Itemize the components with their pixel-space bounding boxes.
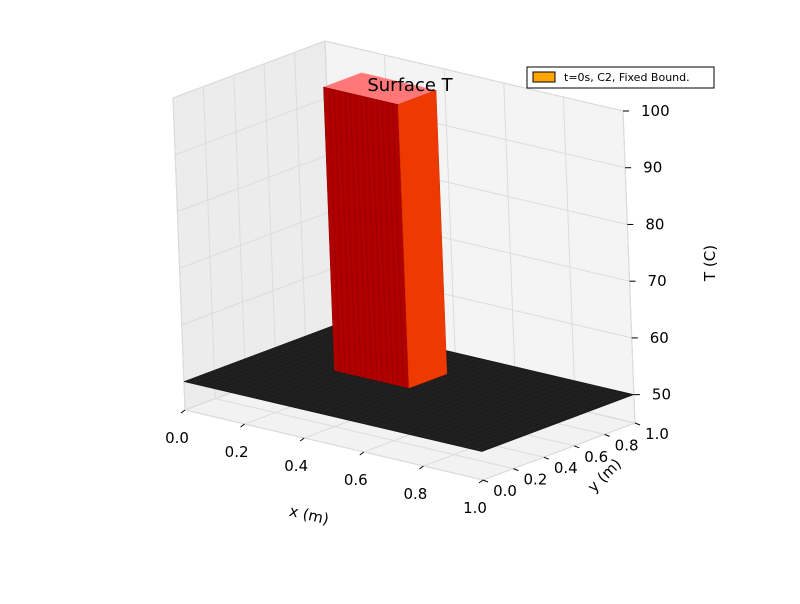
y-tick-label: 0.6: [584, 448, 608, 466]
y-tick: [604, 433, 610, 437]
grid-line-y: [202, 86, 514, 470]
y-tick: [574, 445, 580, 449]
mesh-line: [355, 364, 508, 423]
x-tick-label: 0.0: [165, 429, 189, 447]
x-tick: [299, 437, 305, 442]
surface-stripe: [387, 101, 399, 386]
mesh-line: [384, 371, 538, 430]
surface-stripe: [339, 90, 351, 375]
x-tick: [359, 451, 365, 456]
chart-title: Surface T: [367, 75, 453, 96]
z-tick-label: 70: [648, 272, 667, 290]
surface-stripe: [371, 98, 383, 382]
surface-stripe: [355, 94, 367, 379]
y-tick-label: 0.0: [493, 482, 517, 500]
mesh-line: [407, 376, 560, 435]
y-tick: [513, 468, 519, 472]
mesh-line: [414, 378, 567, 437]
surface-stripe: [333, 89, 346, 374]
peak-side-face: [397, 89, 448, 389]
mesh-line: [444, 385, 597, 444]
mesh-line: [466, 390, 620, 449]
z-tick-label: 100: [641, 102, 670, 120]
mesh-line: [370, 368, 523, 426]
legend-box: [526, 66, 715, 89]
legend: t=0s, C2, Fixed Bound.: [526, 66, 715, 89]
mesh-line: [399, 375, 553, 433]
x-tick-label: 0.2: [225, 443, 249, 461]
temperature-surface: [183, 72, 635, 452]
y-tick-label: 0.8: [615, 436, 639, 454]
mesh-line: [452, 387, 605, 445]
x-tick: [180, 409, 186, 414]
y-tick: [482, 479, 489, 483]
mesh-line: [437, 383, 590, 442]
x-tick: [419, 465, 424, 470]
mesh-line: [340, 361, 493, 419]
x-tick: [478, 479, 484, 484]
z-tick-label: 60: [650, 329, 669, 347]
mesh-line: [377, 369, 530, 428]
mesh-line: [459, 389, 612, 447]
mesh-line: [474, 392, 627, 451]
z-axis-label: T (C): [701, 245, 719, 282]
z-tick-label: 80: [645, 215, 664, 233]
surface-stripe: [360, 95, 372, 380]
y-tick: [543, 456, 549, 460]
mesh-line: [422, 380, 575, 438]
y-tick-label: 0.2: [523, 471, 547, 489]
grid-line-z: [172, 40, 624, 112]
x-tick-label: 0.4: [284, 457, 308, 475]
x-axis-label: x (m): [288, 502, 331, 529]
z-tick-label: 50: [652, 386, 671, 404]
mesh-line: [347, 362, 500, 421]
surface-stripe: [328, 88, 341, 372]
y-tick-label: 1.0: [645, 425, 669, 443]
surface-stripe: [376, 99, 388, 384]
x-tick-label: 1.0: [463, 499, 487, 517]
axis-ticks: 0.0 0.2 0.4 0.6 0.8 1.0 0.0 0.2 0.4 0.6 0.8 1.0 50 60…: [165, 102, 671, 517]
mesh-line: [392, 373, 545, 431]
legend-swatch: [532, 71, 556, 83]
surface-stripe: [365, 96, 378, 381]
x-tick-label: 0.6: [344, 471, 368, 489]
surface-stripe: [349, 93, 362, 377]
y-tick: [634, 422, 641, 426]
z-tick-label: 90: [643, 159, 662, 177]
y-tick-label: 0.4: [554, 459, 578, 477]
surface-stripe: [381, 100, 394, 385]
x-tick: [240, 423, 245, 428]
mesh-line: [429, 382, 582, 440]
surface-stripe: [344, 91, 356, 376]
x-tick-label: 0.8: [403, 485, 427, 503]
surface-stripe: [392, 103, 404, 387]
mesh-line: [362, 366, 515, 424]
legend-entry: t=0s, C2, Fixed Bound.: [564, 71, 690, 84]
